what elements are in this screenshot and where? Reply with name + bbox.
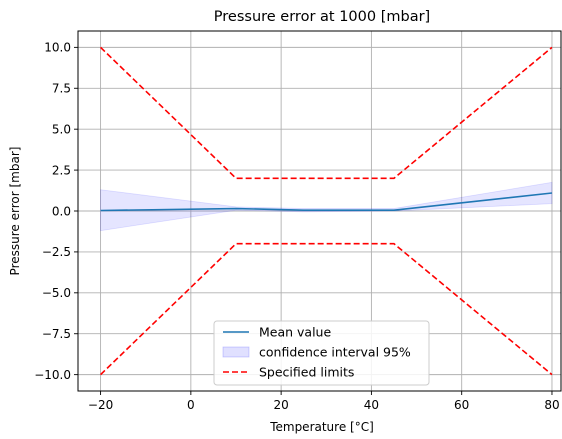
y-tick-label: 7.5: [52, 82, 71, 96]
x-axis-label: Temperature [°C]: [269, 420, 374, 434]
y-tick-label: 10.0: [44, 41, 71, 55]
lower-limit-line: [100, 242, 553, 376]
legend-box: [213, 320, 430, 386]
grid: [78, 31, 561, 391]
mean-value-line: [100, 192, 553, 212]
legend-swatch-band: [222, 346, 250, 358]
y-tick-label: 5.0: [52, 122, 71, 136]
confidence-band: [100, 181, 553, 232]
y-tick-label: 2.5: [52, 163, 71, 177]
y-axis-label: Pressure error [mbar]: [8, 147, 22, 276]
confidence-band-layer: [100, 181, 553, 232]
chart-title: Pressure error at 1000 [mbar]: [214, 9, 430, 25]
x-tick-label: 60: [454, 398, 469, 412]
y-tick-label: −2.5: [42, 245, 71, 259]
x-tick-label: 40: [364, 398, 379, 412]
y-tick-label: 0.0: [52, 204, 71, 218]
y-tick-label: −10.0: [34, 368, 71, 382]
series-lines-layer: [100, 46, 553, 376]
x-tick-label: 80: [544, 398, 559, 412]
legend-label: Specified limits: [259, 365, 354, 380]
upper-limit-line: [100, 46, 553, 180]
legend-label: Mean value: [259, 325, 331, 340]
x-tick-label: 20: [273, 398, 288, 412]
legend: Mean value confidence interval 95% Specifi…: [213, 320, 430, 386]
legend-label: confidence interval 95%: [259, 345, 411, 360]
y-tick-label: −7.5: [42, 327, 71, 341]
x-tick-label: 0: [187, 398, 195, 412]
axis-ticks: −20 0 20 40 60 80 −10.0 −7.5 −5.0 −2.5 0.0 2.5 5.0 7.…: [34, 41, 559, 412]
y-tick-label: −5.0: [42, 286, 71, 300]
x-tick-label: −20: [88, 398, 113, 412]
